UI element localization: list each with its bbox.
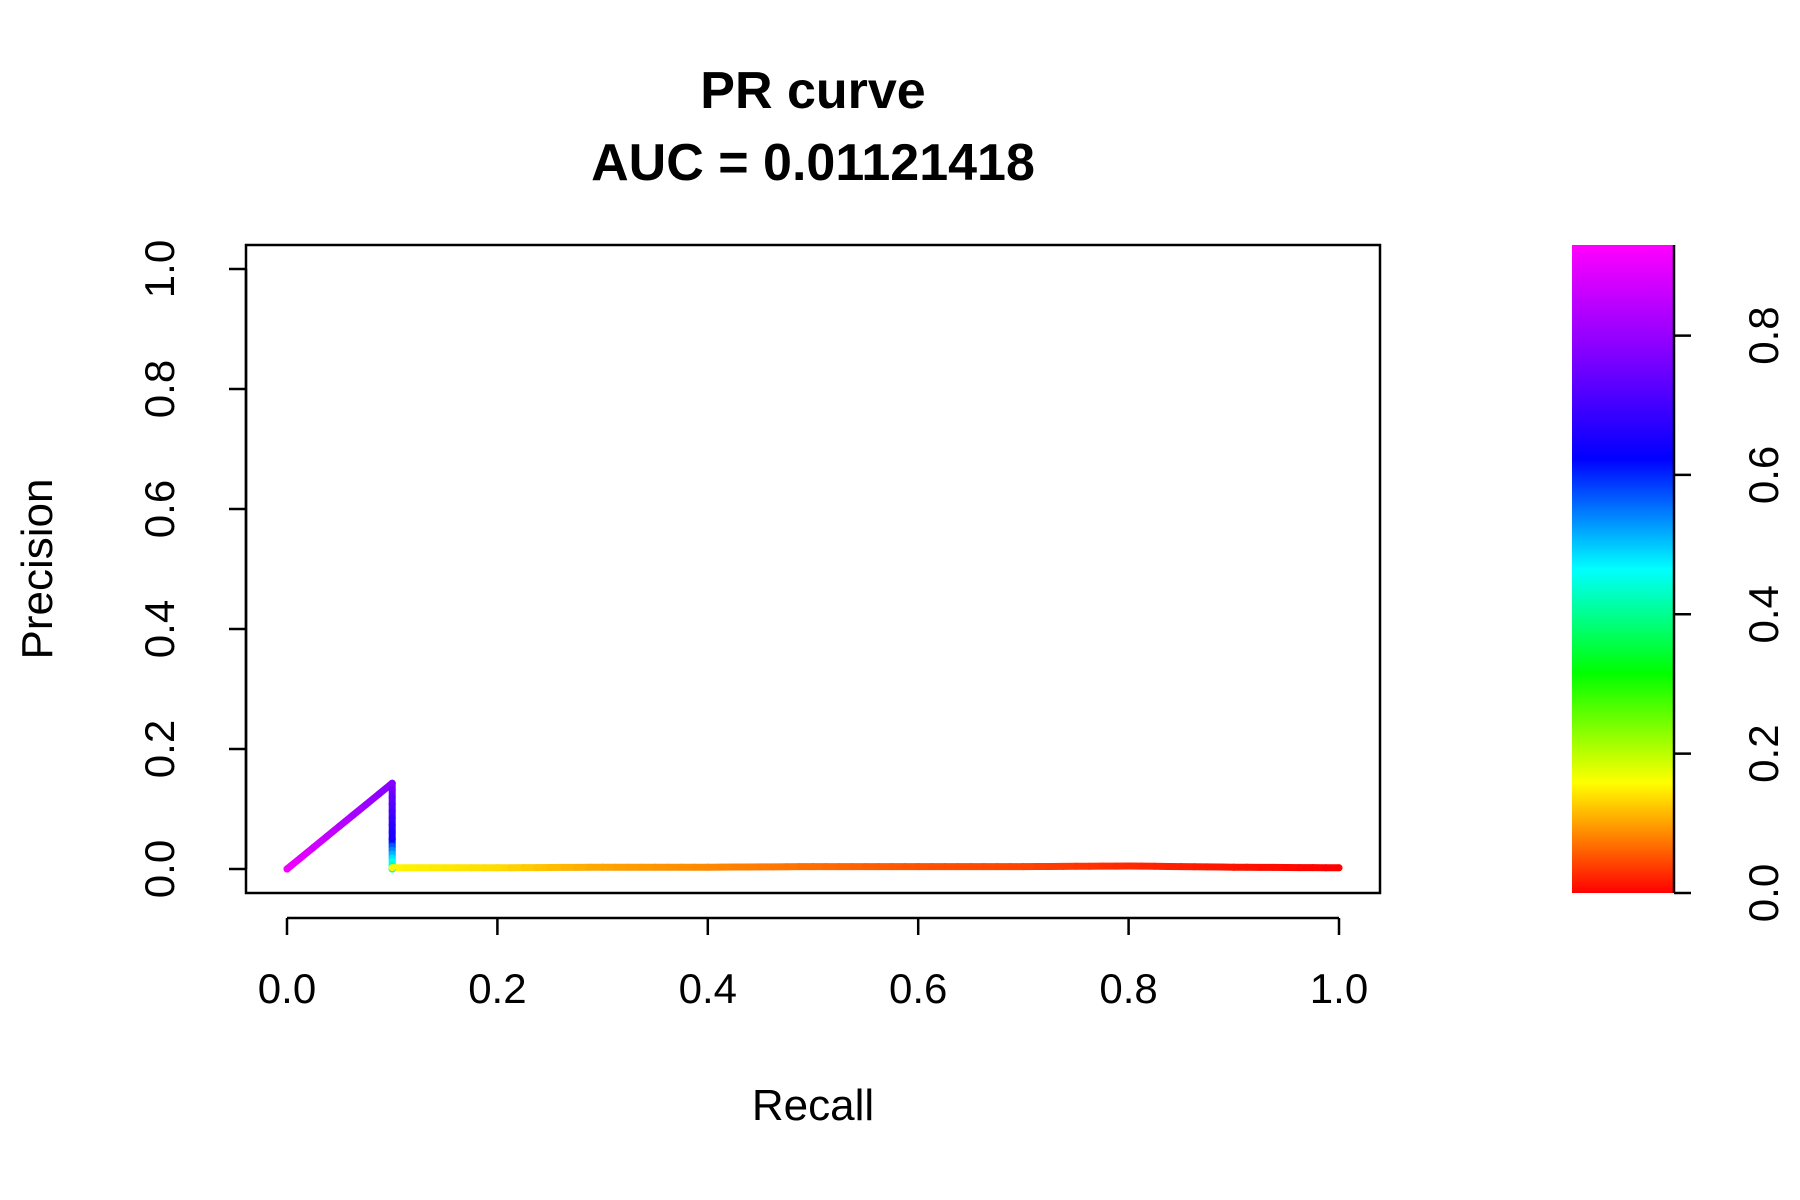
colorbar-tick-label: 0.0 bbox=[1740, 864, 1787, 922]
y-tick-label: 0.2 bbox=[136, 720, 183, 778]
y-tick-label: 1.0 bbox=[136, 240, 183, 298]
pr-curve-line bbox=[283, 779, 1343, 873]
y-tick-label: 0.0 bbox=[136, 840, 183, 898]
x-tick-label: 0.8 bbox=[1099, 965, 1157, 1012]
x-tick-label: 0.6 bbox=[889, 965, 947, 1012]
colorbar-tick-label: 0.6 bbox=[1740, 446, 1787, 504]
chart-title: PR curve bbox=[700, 62, 925, 120]
y-tick-label: 0.4 bbox=[136, 600, 183, 658]
curve-point bbox=[914, 863, 922, 871]
curve-point bbox=[1019, 863, 1027, 871]
curve-point bbox=[388, 835, 396, 843]
curve-point bbox=[388, 864, 396, 872]
x-tick-label: 0.2 bbox=[468, 965, 526, 1012]
curve-point bbox=[809, 863, 817, 871]
y-axis-label: Precision bbox=[13, 479, 62, 660]
y-axis: 0.0 0.2 0.4 0.6 0.8 1.0 bbox=[136, 240, 248, 898]
curve-point bbox=[1335, 864, 1343, 872]
curve-point bbox=[1230, 863, 1238, 871]
curve-point bbox=[388, 779, 396, 787]
colorbar bbox=[1572, 245, 1674, 893]
colorbar-tick-label: 0.4 bbox=[1740, 585, 1787, 643]
x-tick-label: 0.0 bbox=[258, 965, 316, 1012]
curve-point bbox=[493, 864, 501, 872]
colorbar-tick-label: 0.2 bbox=[1740, 724, 1787, 782]
colorbar-axis: 0.0 0.2 0.4 0.6 0.8 bbox=[1672, 245, 1787, 922]
x-axis: 0.0 0.2 0.4 0.6 0.8 1.0 bbox=[258, 916, 1368, 1012]
x-tick-label: 0.4 bbox=[679, 965, 737, 1012]
plot-frame bbox=[244, 243, 1382, 895]
colorbar-tick-label: 0.8 bbox=[1740, 306, 1787, 364]
x-axis-label: Recall bbox=[752, 1081, 874, 1130]
curve-point bbox=[599, 863, 607, 871]
curve-point bbox=[283, 865, 291, 873]
chart-subtitle: AUC = 0.01121418 bbox=[591, 134, 1035, 192]
y-tick-label: 0.6 bbox=[136, 480, 183, 538]
curve-point bbox=[1125, 862, 1133, 870]
y-tick-label: 0.8 bbox=[136, 360, 183, 418]
curve-point bbox=[704, 863, 712, 871]
x-tick-label: 1.0 bbox=[1310, 965, 1368, 1012]
